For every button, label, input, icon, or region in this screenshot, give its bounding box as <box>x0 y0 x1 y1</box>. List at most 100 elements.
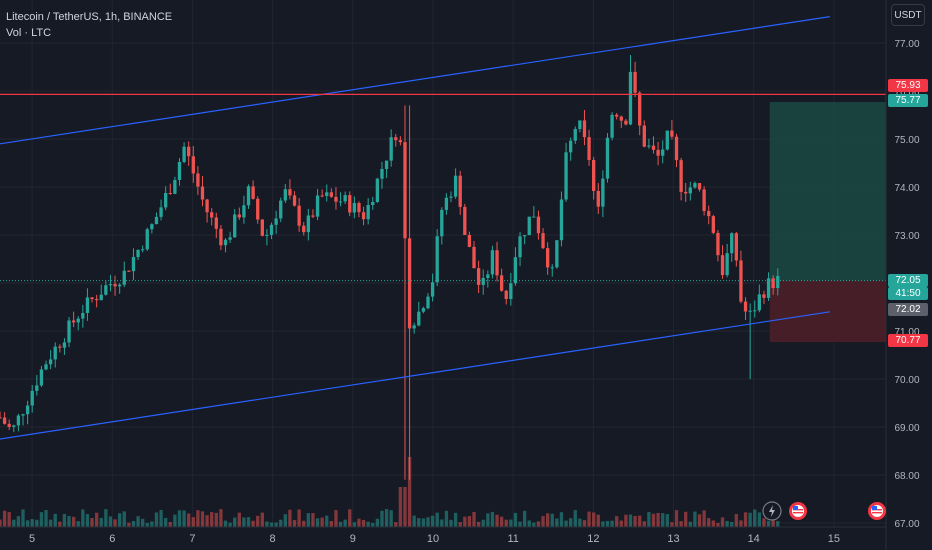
volume-bar <box>582 520 587 527</box>
lightning-icon[interactable] <box>762 501 782 526</box>
candle-body <box>707 211 711 217</box>
volume-bar <box>279 519 283 527</box>
x-tick-label: 14 <box>748 533 760 545</box>
candle-body <box>361 212 366 220</box>
candle-body <box>237 214 241 218</box>
candle-body <box>748 310 752 312</box>
volume-bar <box>159 509 163 527</box>
volume-bar <box>108 516 113 527</box>
volume-bar <box>274 522 278 527</box>
volume-bar <box>375 518 380 527</box>
symbol-title[interactable]: Litecoin / TetherUS, 1h, BINANCE <box>6 11 173 23</box>
candle-body <box>647 145 651 147</box>
volume-bar <box>302 520 306 527</box>
us-flag-icon[interactable] <box>867 501 887 526</box>
volume-bar <box>53 513 57 527</box>
candle-body <box>753 310 757 312</box>
candle-body <box>71 320 76 323</box>
candle-body <box>743 301 748 312</box>
candle-body <box>173 180 177 194</box>
x-tick-label: 15 <box>828 533 840 545</box>
volume-bar <box>81 509 85 527</box>
volume-bar <box>550 513 554 527</box>
volume-bar <box>76 521 80 527</box>
volume-bar <box>559 512 564 527</box>
candle-body <box>53 346 57 360</box>
volume-bar <box>187 513 191 527</box>
candle-body <box>509 283 513 299</box>
volume-bar <box>233 517 237 527</box>
volume-bar <box>463 516 467 527</box>
candle-body <box>219 228 223 246</box>
volume-bar <box>283 514 287 527</box>
candle-body <box>168 193 172 195</box>
volume-label[interactable]: Vol · LTC <box>6 27 52 39</box>
candle-body <box>449 196 453 198</box>
candle-body <box>357 203 361 213</box>
x-tick-label: 9 <box>350 533 356 545</box>
volume-bar <box>269 522 274 527</box>
volume-bar <box>16 516 21 527</box>
volume-bar <box>154 512 159 527</box>
candle-body <box>35 385 39 391</box>
target-price-tag: 75.77 <box>888 94 928 107</box>
volume-bar <box>288 509 292 527</box>
candle-body <box>596 190 600 207</box>
candle-body <box>762 294 766 298</box>
volume-bar <box>532 522 536 527</box>
volume-bar <box>472 511 476 527</box>
countdown-tag: 41:50 <box>888 287 928 300</box>
volume-bar <box>467 516 472 527</box>
volume-bar <box>357 518 361 527</box>
volume-bar <box>398 487 403 527</box>
volume-bar <box>665 514 669 527</box>
candle-body <box>573 129 577 141</box>
volume-bar <box>210 512 214 527</box>
volume-bar <box>292 520 297 527</box>
volume-bar <box>679 521 683 527</box>
resistance-price-tag: 75.93 <box>888 79 928 92</box>
volume-bar <box>730 522 734 527</box>
candle-body <box>145 229 149 250</box>
candle-body <box>407 238 412 329</box>
volume-bar <box>624 514 628 527</box>
volume-bar <box>421 518 426 527</box>
candle-body <box>25 405 30 415</box>
us-flag-icon[interactable] <box>788 501 808 526</box>
candle-body <box>297 205 301 226</box>
currency-button[interactable]: USDT <box>891 4 925 26</box>
volume-bar <box>412 515 416 527</box>
candle-body <box>260 219 264 236</box>
candle-body <box>329 192 334 197</box>
volume-bar <box>592 512 596 527</box>
candle-body <box>242 205 246 218</box>
channel-lower-line <box>0 311 830 440</box>
candle-body <box>587 137 591 160</box>
candle-body <box>288 189 292 196</box>
candle-body <box>311 215 315 217</box>
volume-bar <box>693 511 697 527</box>
candle-body <box>122 270 126 285</box>
volume-bar <box>642 521 646 527</box>
candle-body <box>334 196 338 202</box>
candle-body <box>343 195 347 202</box>
candle-body <box>674 136 679 161</box>
volume-bar <box>389 510 393 527</box>
candle-body <box>39 369 44 386</box>
candle-body <box>730 233 734 254</box>
candle-body <box>532 216 536 218</box>
candle-body <box>615 114 619 117</box>
candle-body <box>58 346 62 348</box>
volume-bar <box>141 518 145 527</box>
volume-bar <box>707 518 711 527</box>
candle-body <box>279 200 283 219</box>
candle-body <box>85 297 90 314</box>
volume-bar <box>656 512 660 527</box>
volume-bar <box>753 509 757 527</box>
candle-body <box>739 260 743 302</box>
candle-body <box>21 414 25 416</box>
candle-body <box>223 239 228 246</box>
volume-bar <box>256 515 260 527</box>
x-tick-label: 12 <box>587 533 599 545</box>
